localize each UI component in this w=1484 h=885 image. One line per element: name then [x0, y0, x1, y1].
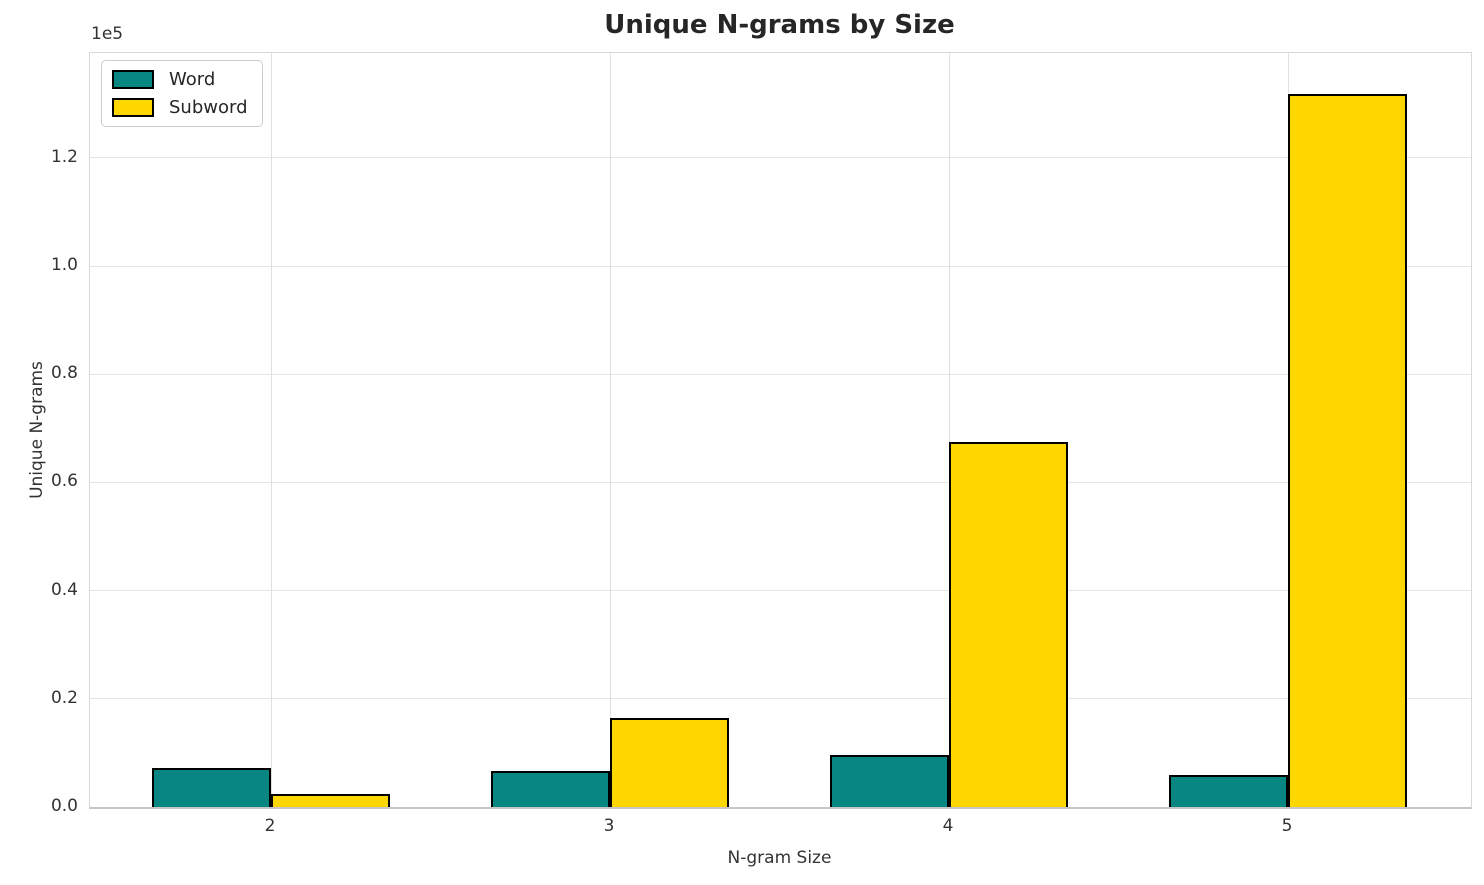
y-tick-label: 0.0: [50, 796, 78, 816]
x-tick-label: 2: [264, 816, 276, 836]
x-tick-label: 4: [942, 816, 954, 836]
y-tick-label: 0.8: [50, 363, 78, 384]
bar-subword-5: [1288, 94, 1407, 807]
bar-subword-2: [271, 794, 390, 807]
y-tick-label: 1.0: [50, 255, 78, 276]
gridline-horizontal: [90, 698, 1471, 700]
gridline-vertical: [948, 53, 950, 807]
gridline-horizontal: [90, 157, 1471, 159]
y-tick-label: 0.4: [50, 579, 78, 600]
gridline-horizontal: [90, 373, 1471, 375]
y-tick-label: 1.2: [50, 146, 78, 167]
legend-item-word: Word: [112, 70, 248, 89]
bar-word-4: [830, 755, 949, 807]
gridline-vertical: [609, 53, 611, 807]
gridline-horizontal: [90, 481, 1471, 483]
gridline-vertical: [270, 53, 272, 807]
bar-subword-4: [949, 442, 1068, 807]
legend-swatch-word: [112, 70, 154, 89]
x-tick-label: 5: [1281, 816, 1293, 836]
legend-swatch-subword: [112, 98, 154, 117]
bar-word-2: [152, 768, 271, 807]
legend: Word Subword: [101, 60, 263, 127]
x-axis-label: N-gram Size: [727, 848, 832, 868]
legend-item-subword: Subword: [112, 98, 248, 117]
y-tick-label: 0.6: [50, 471, 78, 492]
y-axis-offset-label: 1e5: [91, 24, 124, 44]
plot-area: Word Subword: [89, 52, 1472, 809]
legend-label: Word: [169, 68, 216, 90]
gridline-horizontal: [90, 590, 1471, 592]
chart-title: Unique N-grams by Size: [604, 10, 955, 40]
x-tick-label: 3: [603, 816, 615, 836]
gridline-horizontal: [90, 265, 1471, 267]
bar-word-5: [1169, 775, 1288, 807]
bar-subword-3: [610, 718, 729, 807]
legend-label: Subword: [169, 96, 248, 118]
y-tick-label: 0.2: [50, 687, 78, 708]
bar-word-3: [491, 771, 610, 807]
